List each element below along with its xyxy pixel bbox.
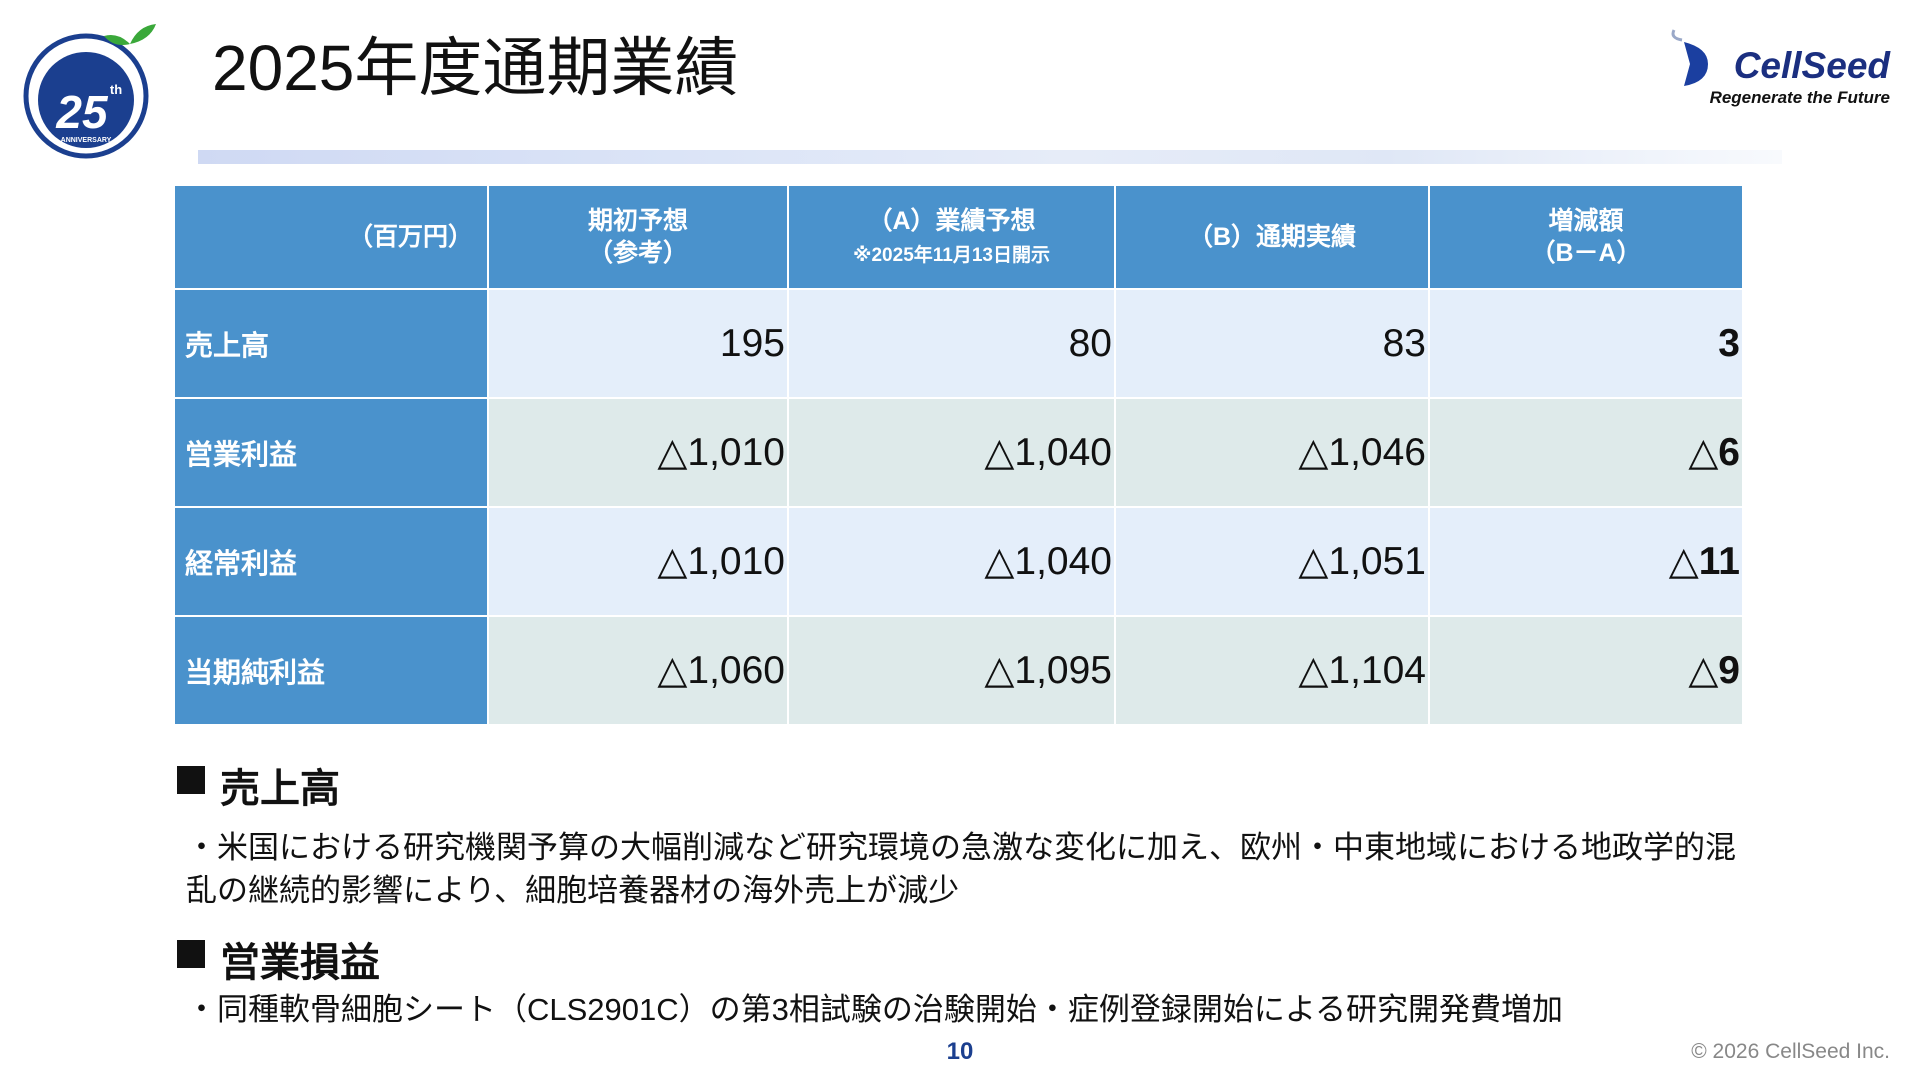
anniversary-logo: 25 th ANNIVERSARY <box>23 24 156 159</box>
table-cell: △1,010 <box>489 508 789 617</box>
row-label: 経常利益 <box>175 508 489 617</box>
row-label: 当期純利益 <box>175 617 489 726</box>
header-line: （B－A） <box>1530 239 1642 267</box>
bullet-text: ・米国における研究機関予算の大幅削減など研究環境の急激な変化に加え、欧州・中東地… <box>186 830 1736 908</box>
table-cell: 195 <box>489 290 789 399</box>
logo-disc <box>38 52 134 148</box>
logo-number: 25 <box>55 86 109 138</box>
row-label: 売上高 <box>175 290 489 399</box>
table-cell: △1,095 <box>789 617 1116 726</box>
logo-leaf <box>104 35 130 45</box>
column-header: （A）業績予想 ※2025年11月13日開示 <box>789 186 1116 290</box>
slide-title: 2025年度通期業績 <box>212 32 739 104</box>
table-cell: △1,104 <box>1116 617 1430 726</box>
company-logo: CellSeed Regenerate the Future <box>1671 29 1892 107</box>
table-cell: △1,051 <box>1116 508 1430 617</box>
header-note: ※2025年11月13日開示 <box>853 245 1050 266</box>
header-line: （参考） <box>587 239 688 267</box>
header-line: （B）通期実績 <box>1187 223 1357 251</box>
column-header: 増減額 （B－A） <box>1430 186 1744 290</box>
bullet-square <box>177 940 205 968</box>
header-line: （A）業績予想 <box>867 207 1036 235</box>
copyright: © 2026 CellSeed Inc. <box>1691 1040 1890 1063</box>
table-cell: △6 <box>1430 399 1744 508</box>
bullet-text: ・同種軟骨細胞シート（CLS2901C）の第3相試験の治験開始・症例登録開始によ… <box>186 992 1563 1027</box>
unit-header: （百万円） <box>175 186 489 290</box>
table-cell: △11 <box>1430 508 1744 617</box>
logo-caption: ANNIVERSARY <box>61 137 112 144</box>
column-header: （B）通期実績 <box>1116 186 1430 290</box>
table-cell: 80 <box>789 290 1116 399</box>
page-number: 10 <box>946 1038 974 1065</box>
header-line: 増減額 <box>1548 207 1624 235</box>
table-cell: △1,046 <box>1116 399 1430 508</box>
bullet-square <box>177 766 205 794</box>
section-heading: 売上高 <box>220 767 340 811</box>
table-cell: 3 <box>1430 290 1744 399</box>
table-cell: △1,040 <box>789 399 1116 508</box>
logo-leaf <box>130 24 156 44</box>
company-name: CellSeed <box>1734 45 1892 86</box>
logo-mark <box>1684 42 1708 86</box>
column-header: 期初予想 （参考） <box>489 186 789 290</box>
unit-label: （百万円） <box>347 223 473 251</box>
company-tagline: Regenerate the Future <box>1710 88 1890 107</box>
table-cell: △9 <box>1430 617 1744 726</box>
logo-mark <box>1671 29 1683 42</box>
table-cell: △1,040 <box>789 508 1116 617</box>
table-cell: 83 <box>1116 290 1430 399</box>
row-label: 営業利益 <box>175 399 489 508</box>
section-heading: 営業損益 <box>220 941 380 985</box>
logo-suffix: th <box>110 82 122 97</box>
title-underline <box>198 150 1782 164</box>
table-cell: △1,010 <box>489 399 789 508</box>
table-cell: △1,060 <box>489 617 789 726</box>
header-line: 期初予想 <box>587 207 688 235</box>
